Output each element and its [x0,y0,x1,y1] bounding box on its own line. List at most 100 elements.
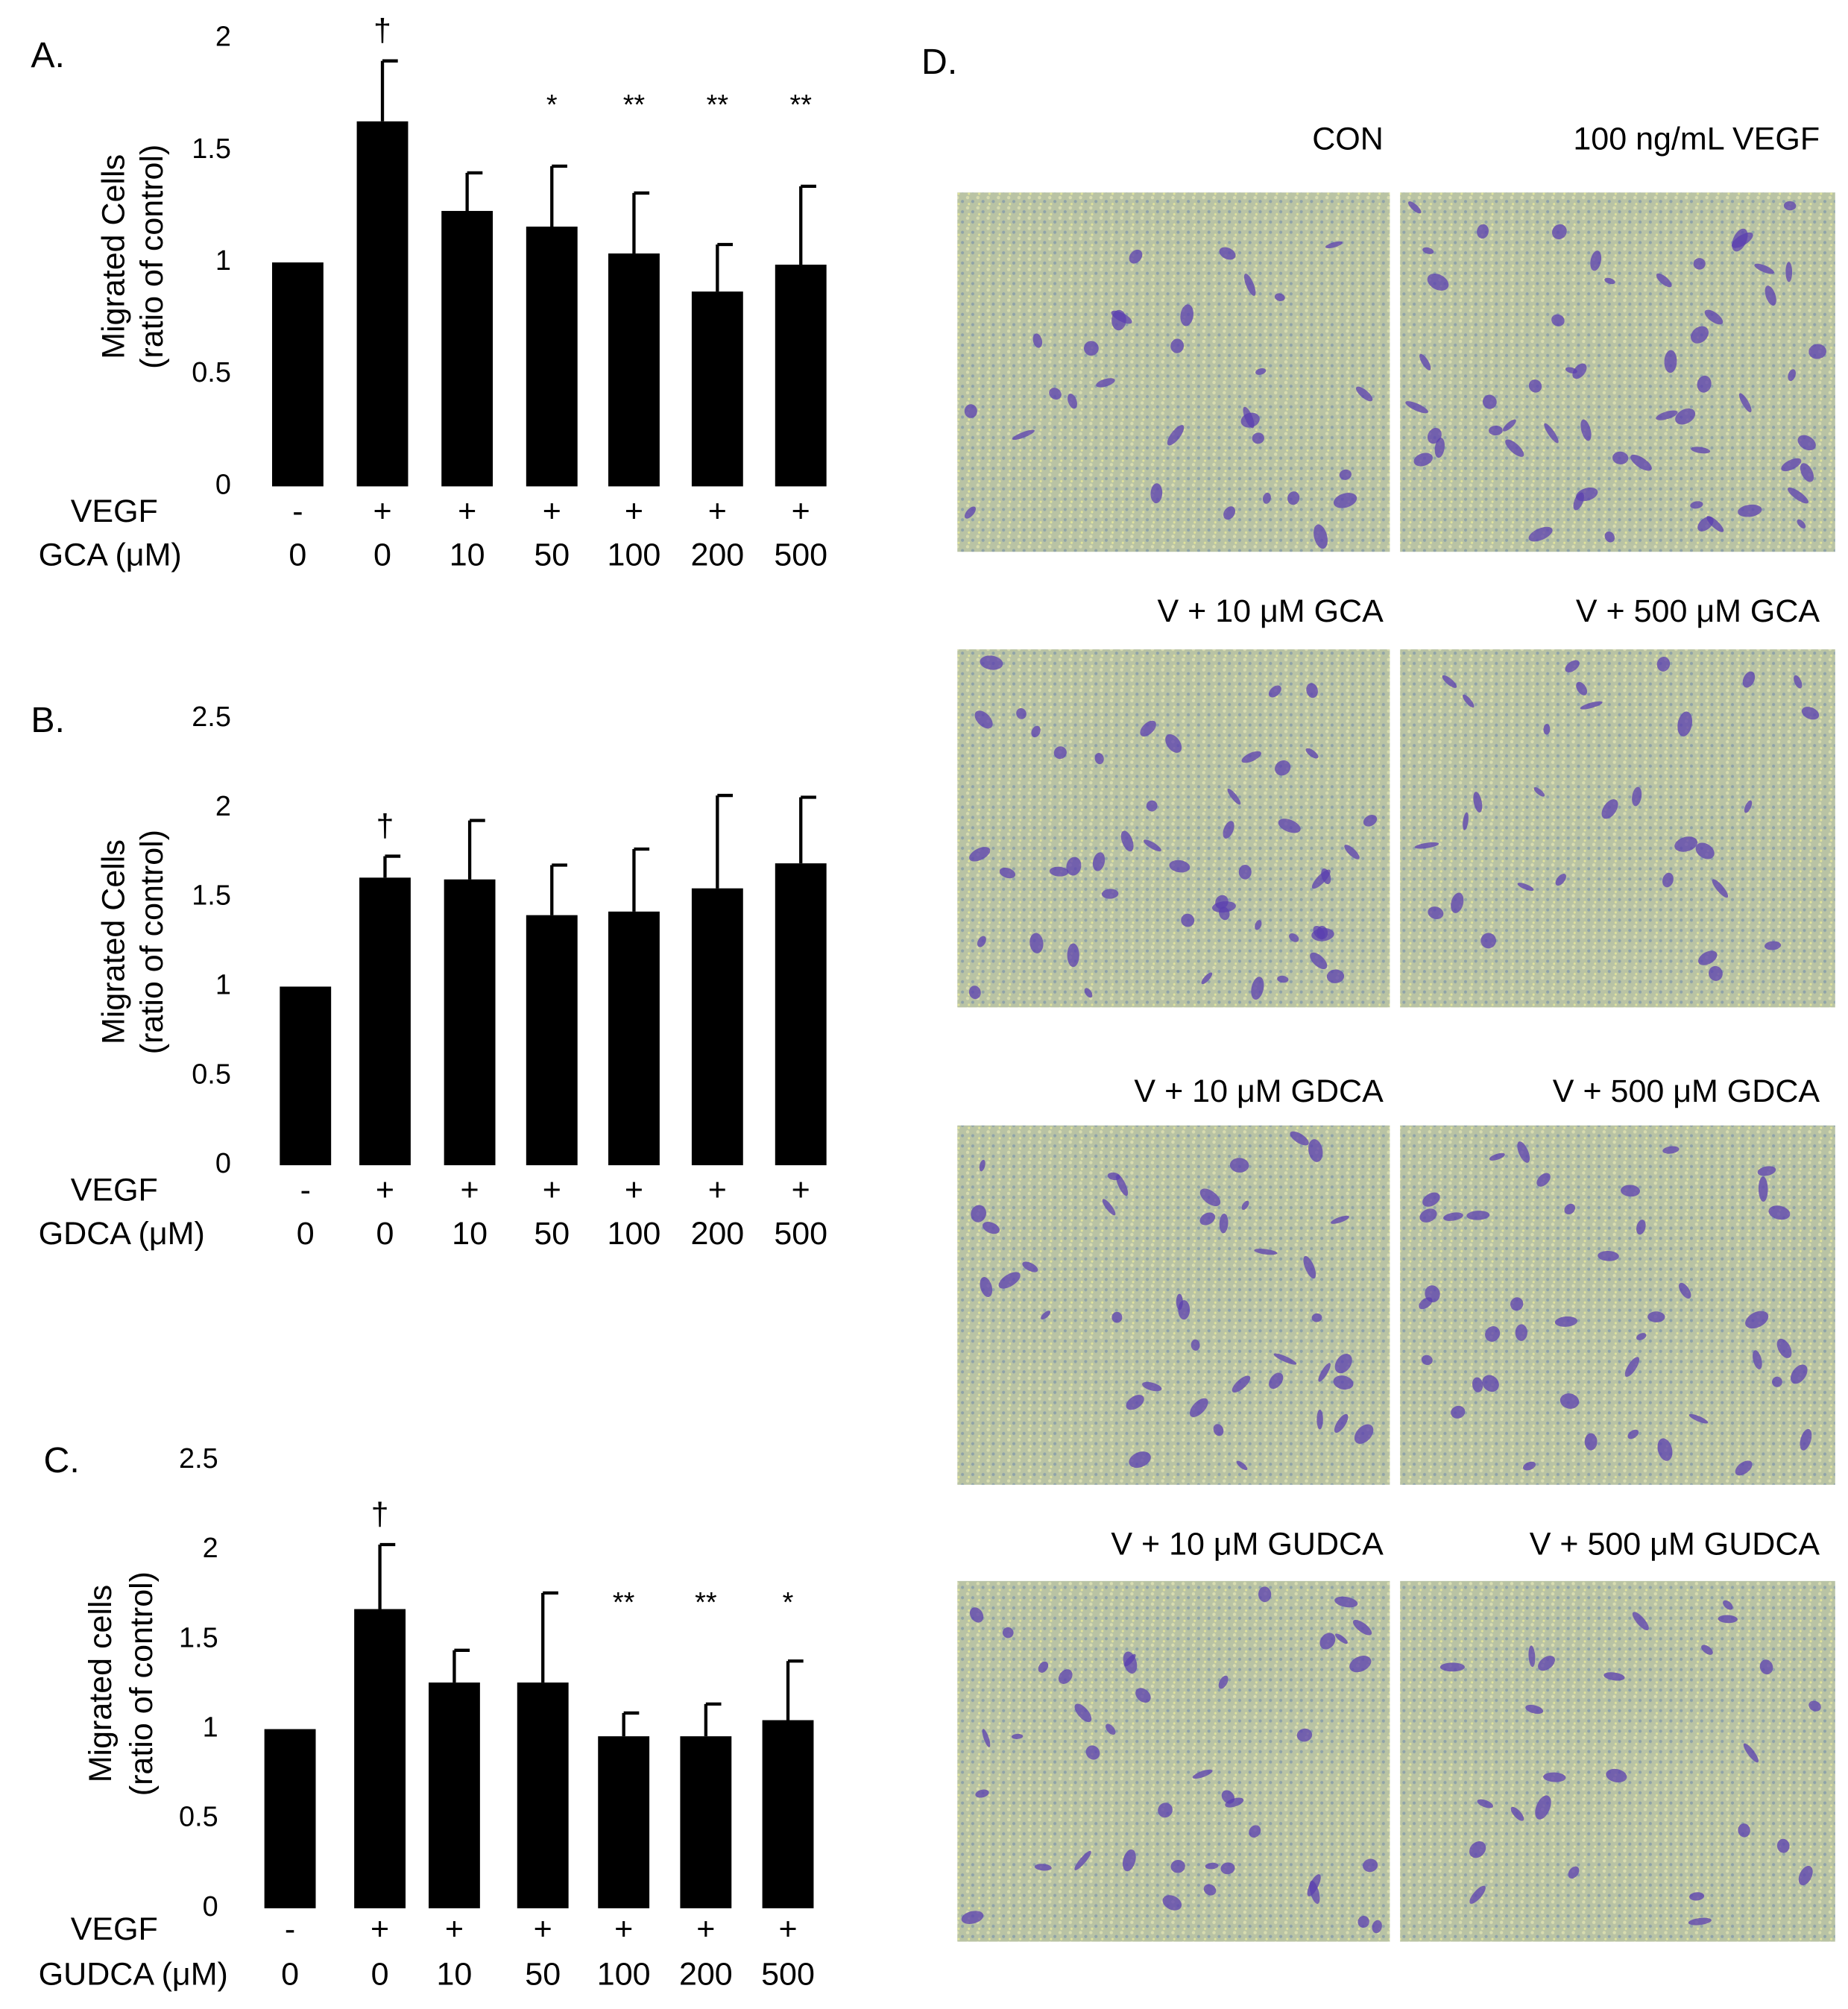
cell-blob [964,404,977,418]
cell-blob [1129,1451,1151,1469]
cell-blob [1442,675,1457,688]
cell-blob [1085,1745,1100,1760]
cell-blob [1584,1433,1598,1451]
cell-blob [1169,860,1191,873]
cell-blob [1241,751,1261,763]
x-tick-label: 10 [452,1216,488,1252]
cell-blob [1510,1806,1524,1821]
cell-blob [1126,1395,1144,1410]
cell-blob [1422,1192,1440,1207]
image-label: V + 10 μM GDCA [1134,1073,1384,1109]
cell-blob [1765,286,1776,306]
cell-blob [1241,1200,1249,1211]
significance: † [376,808,394,844]
cell-blob [1031,725,1041,738]
cell-blob [1123,1651,1138,1674]
micrograph-bg [957,1125,1390,1485]
cell-blob [1002,1627,1014,1639]
image-label: V + 10 μM GCA [1157,593,1384,629]
y-axis-label: Migrated Cells [95,839,131,1044]
cell-blob [1738,393,1752,413]
cell-blob [1620,1185,1641,1197]
cell-blob [1143,839,1161,852]
cell-blob [1101,889,1119,899]
cell-blob [1303,1255,1316,1279]
cell-blob [1538,1656,1555,1671]
cell-blob [1162,1895,1182,1911]
cell-blob [1344,845,1360,860]
x-tick-label: 50 [534,537,570,573]
cell-blob [1084,988,1093,998]
cell-blob [1489,1152,1505,1161]
micrograph-bg [1400,1580,1835,1942]
cell-blob [1180,304,1193,327]
bar [608,253,660,487]
cell-blob [1489,425,1503,436]
cell-blob [1469,1885,1486,1904]
cell-blob [1636,1333,1647,1340]
cell-blob [1742,671,1756,688]
cell-blob [1049,388,1062,400]
row-label: VEGF [71,493,158,529]
cell-blob [1310,952,1328,970]
cell-blob [1268,685,1281,698]
cell-blob [1472,1377,1483,1393]
cell-blob [1580,419,1592,441]
cell-blob [1679,1282,1691,1299]
cell-blob [1306,683,1318,698]
cell-blob [1339,469,1352,480]
cell-blob [1333,493,1357,508]
cell-blob [1543,1772,1566,1782]
cell-blob [1627,1429,1639,1439]
cell-blob [1243,274,1256,296]
cell-blob [1263,492,1271,504]
cell-blob [1094,752,1104,765]
micrograph-bg [957,192,1390,552]
cell-blob [982,1729,991,1747]
cell-blob [999,867,1016,879]
cell-blob [1712,879,1729,898]
cell-blob [1535,1795,1551,1820]
vegf-label: + [370,1911,389,1947]
cell-blob [1525,1704,1544,1715]
cell-blob [1723,1600,1733,1610]
cell-blob [1604,277,1615,285]
cell-blob [1419,1208,1437,1223]
cell-blob [1274,293,1285,301]
x-tick-label: 200 [679,1956,733,1992]
cell-blob [1744,800,1753,813]
cell-blob [1011,1733,1024,1739]
cell-blob [1227,788,1241,805]
y-tick-label: 2 [215,791,231,822]
cell-blob [1788,488,1808,504]
cell-blob [1451,1405,1466,1419]
cell-blob [1656,273,1672,288]
cell-blob [1334,1353,1352,1374]
cell-blob [1463,812,1469,830]
y-axis-label: Migrated Cells [95,154,131,359]
cell-blob [1801,707,1820,720]
cell-blob [1664,350,1677,373]
micrograph-bg [1400,649,1835,1008]
cell-blob [1808,344,1826,359]
bar [762,1720,814,1908]
cell-blob [1142,1381,1162,1392]
y-tick-label: 2.5 [192,701,231,733]
cell-blob [961,1911,984,1924]
cell-blob [1443,1212,1463,1221]
cell-blob [1517,883,1534,892]
micrograph-bg [1400,192,1835,552]
cell-blob [971,1205,986,1223]
cell-blob [1220,1862,1235,1875]
cell-blob [1765,941,1782,950]
bar [271,262,324,487]
x-tick-label: 0 [281,1956,299,1992]
cell-blob [1554,1316,1578,1327]
cell-blob [1604,531,1615,543]
cell-blob [1255,920,1262,930]
y-tick-label: 0.5 [179,1802,218,1833]
cell-blob [1221,1790,1235,1804]
cell-blob [1068,394,1077,409]
cell-blob [1232,1375,1251,1393]
cell-blob [1146,800,1158,812]
